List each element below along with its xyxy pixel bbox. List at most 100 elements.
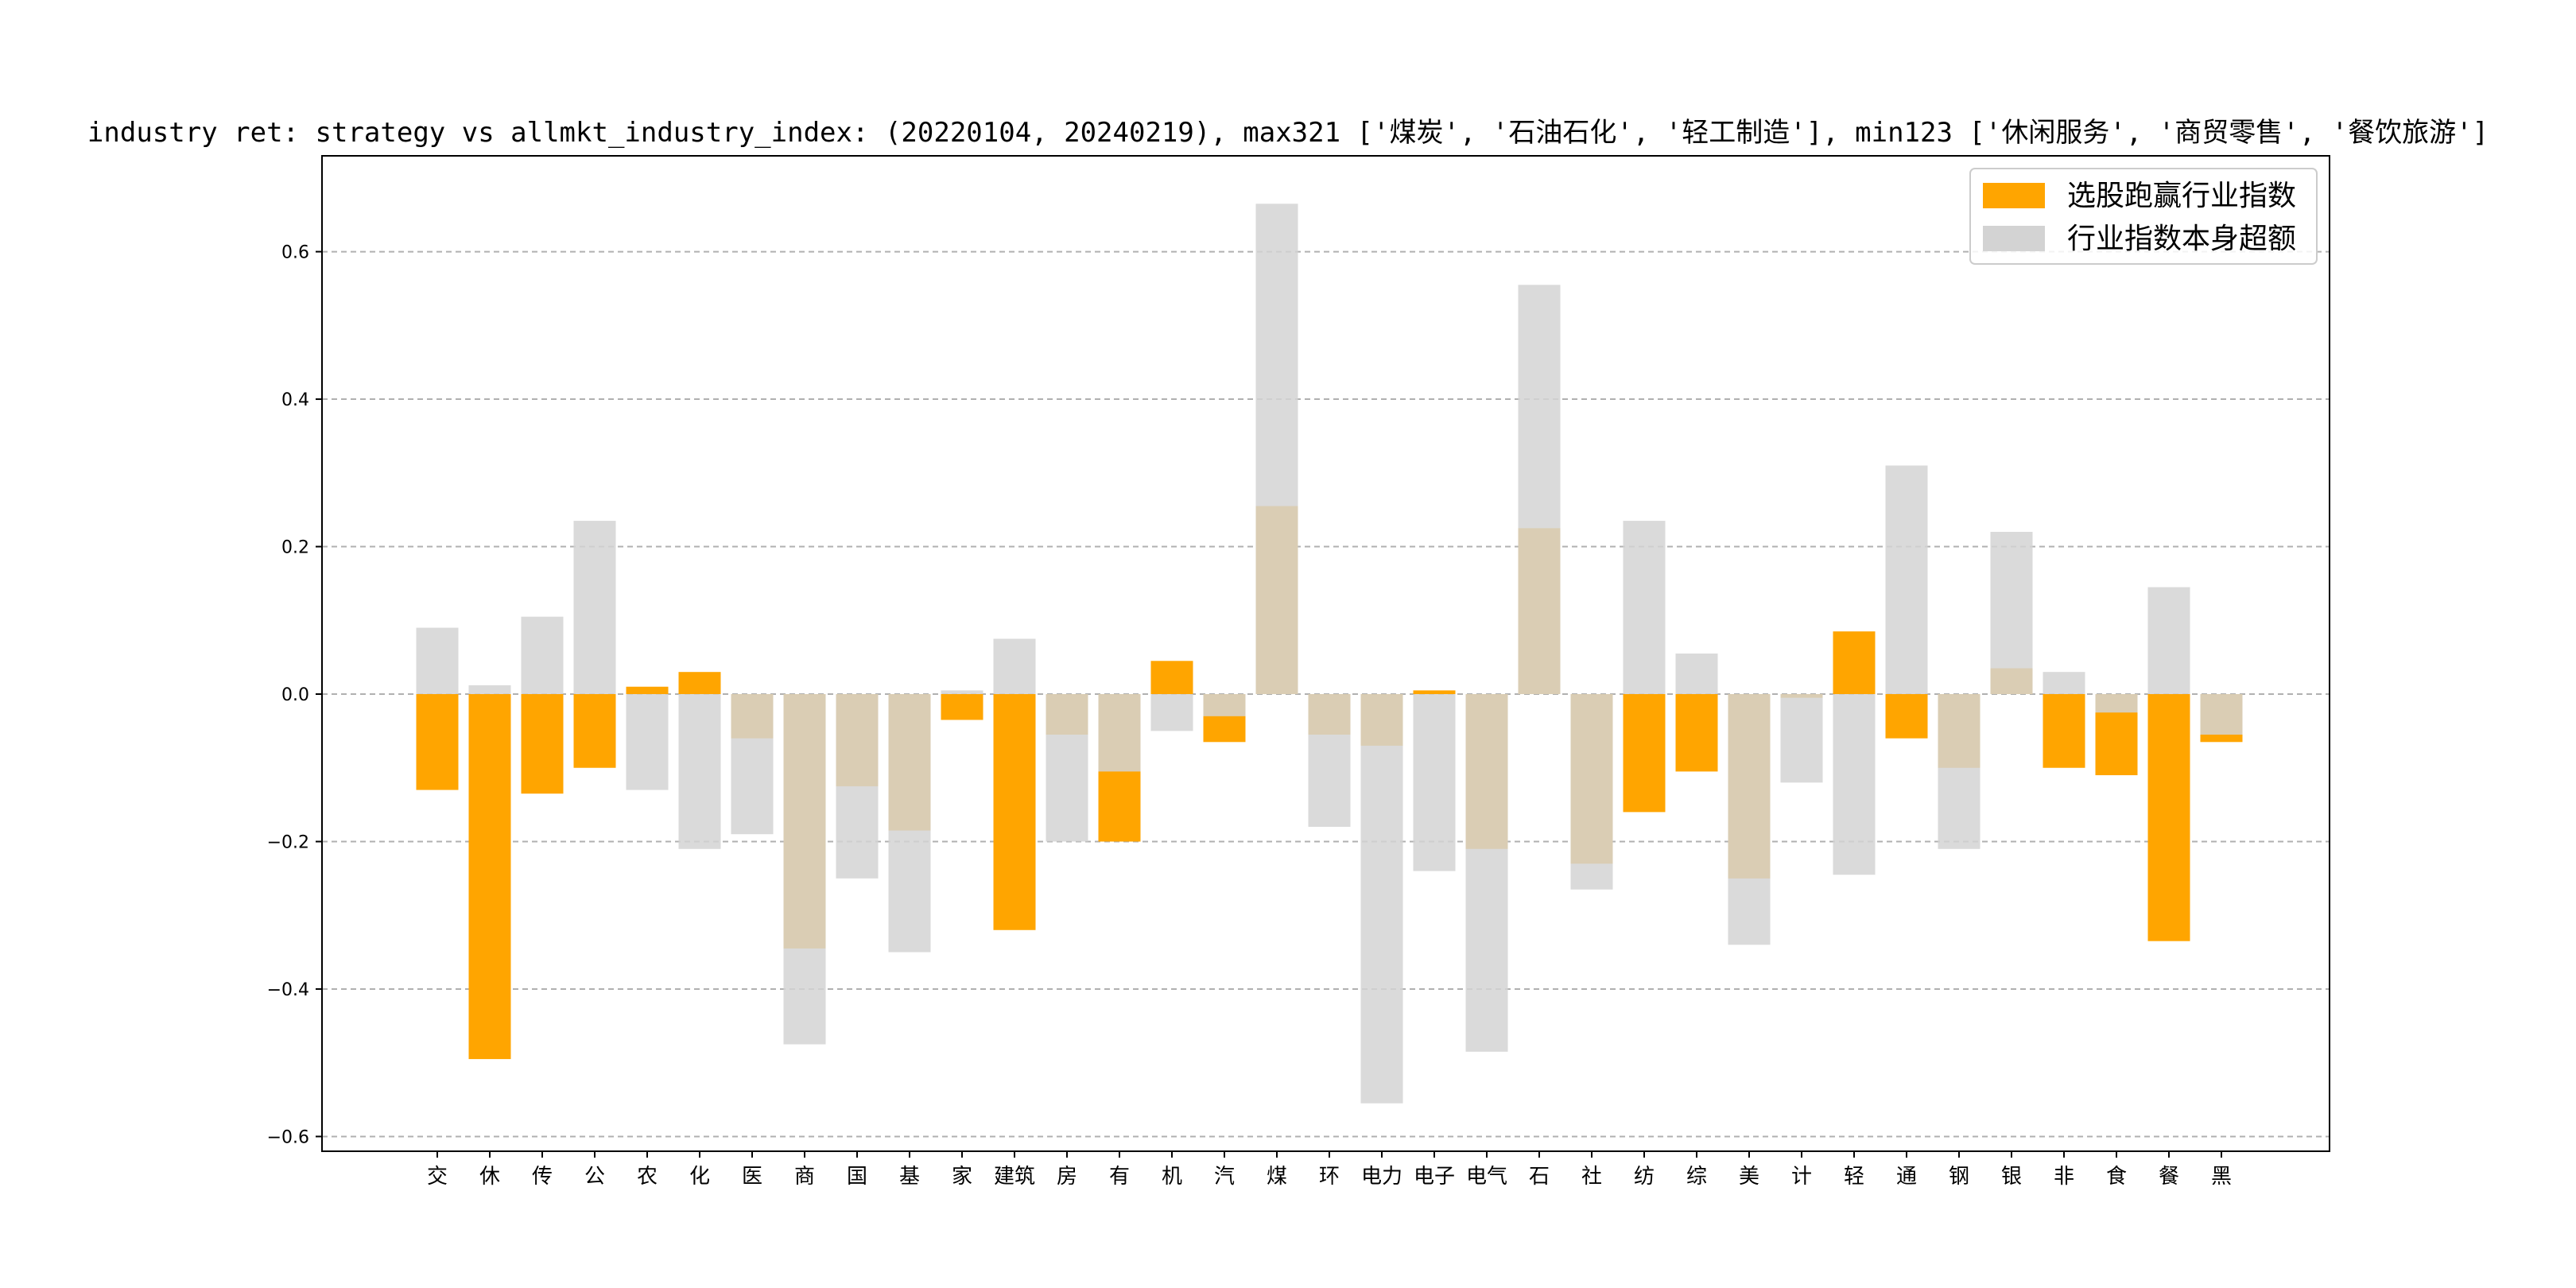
bar-excess — [836, 694, 879, 879]
bar-outperform — [1150, 661, 1193, 695]
plot-frame — [321, 155, 2330, 1152]
bar-excess — [1255, 204, 1298, 695]
x-tick-label: 家 — [952, 1165, 972, 1189]
x-tick-label: 非 — [2054, 1165, 2074, 1189]
x-tick-label: 汽 — [1214, 1165, 1235, 1189]
bar-outperform — [1833, 631, 1876, 695]
x-tick-label: 医 — [742, 1165, 762, 1189]
bar-excess — [626, 694, 669, 790]
bar-excess — [1623, 521, 1666, 695]
x-tick-label: 建筑 — [994, 1165, 1035, 1189]
x-tick-label: 有 — [1109, 1165, 1130, 1189]
bar-excess — [1046, 694, 1088, 842]
bar-excess — [1570, 694, 1613, 890]
bar-outperform — [626, 686, 669, 695]
bar-outperform — [678, 672, 721, 695]
x-tick-label: 餐 — [2159, 1165, 2179, 1189]
y-tick-label: 0.2 — [281, 538, 309, 558]
bar-excess — [731, 694, 774, 835]
bar-excess — [1885, 465, 1928, 695]
legend-label-outperform: 选股跑赢行业指数 — [2067, 180, 2296, 212]
bar-excess — [416, 627, 459, 695]
bar-excess — [678, 694, 721, 849]
bar-excess — [1360, 694, 1403, 1104]
bar-excess — [888, 694, 931, 952]
x-tick-label: 社 — [1581, 1165, 1602, 1189]
bar-excess — [1308, 694, 1351, 827]
bar-excess — [993, 638, 1036, 695]
series-excess-bars — [416, 204, 2243, 1104]
y-tick-label: 0.0 — [281, 685, 309, 705]
bar-outperform — [2147, 694, 2190, 941]
legend-swatch-excess — [1983, 226, 2045, 251]
bar-outperform — [573, 694, 616, 768]
bar-outperform — [993, 694, 1036, 930]
axis-ticks: 0.6 0.4 0.2 0.0 −0.2 −0.4 −0.6 交 休 传 公 农 化 医 商 国 基 家建筑房 有 机… — [267, 243, 2232, 1189]
bar-excess — [1780, 694, 1823, 783]
chart-title: industry ret: strategy vs allmkt_industr… — [87, 117, 2489, 149]
legend-box — [1969, 168, 2318, 265]
x-tick-label: 银 — [2001, 1165, 2022, 1189]
y-tick-label: −0.6 — [267, 1127, 309, 1147]
legend-swatch-outperform — [1983, 183, 2045, 208]
y-tick-label: −0.4 — [267, 980, 309, 1000]
bar-outperform — [521, 694, 564, 794]
x-tick-label: 传 — [532, 1165, 553, 1189]
x-tick-label: 农 — [637, 1165, 658, 1189]
x-tick-label: 通 — [1896, 1165, 1917, 1189]
x-tick-label: 钢 — [1949, 1165, 1969, 1189]
bar-excess — [941, 690, 983, 695]
bar-excess — [1833, 694, 1876, 875]
bar-outperform — [416, 694, 459, 790]
x-tick-label: 轻 — [1844, 1165, 1864, 1189]
x-tick-label: 房 — [1057, 1165, 1077, 1189]
x-tick-label: 纺 — [1634, 1165, 1655, 1189]
x-tick-label: 美 — [1739, 1165, 1759, 1189]
bar-outperform — [468, 694, 511, 1060]
bar-outperform — [1623, 694, 1666, 813]
bar-excess — [1518, 285, 1561, 695]
bar-outperform — [1413, 690, 1456, 695]
bar-excess — [1098, 694, 1141, 772]
x-tick-label: 综 — [1686, 1165, 1707, 1189]
bar-excess — [1675, 654, 1718, 695]
x-tick-label: 计 — [1791, 1165, 1812, 1189]
x-tick-label: 基 — [899, 1165, 920, 1189]
bar-outperform — [2043, 694, 2085, 768]
legend-label-excess: 行业指数本身超额 — [2067, 223, 2296, 255]
bar-excess — [1413, 694, 1456, 871]
bar-excess — [521, 616, 564, 695]
bar-outperform — [941, 694, 983, 720]
bar-outperform — [1885, 694, 1928, 739]
bar-excess — [1938, 694, 1980, 849]
x-tick-label: 国 — [847, 1165, 867, 1189]
bar-excess — [2095, 694, 2138, 713]
bar-excess — [1150, 694, 1193, 731]
x-tick-label: 电力 — [1361, 1165, 1402, 1189]
bar-excess — [1990, 531, 2033, 695]
x-tick-label: 食 — [2106, 1165, 2127, 1189]
bar-excess — [783, 694, 826, 1045]
x-tick-label: 电子 — [1414, 1165, 1455, 1189]
x-tick-label: 化 — [689, 1165, 710, 1189]
x-tick-label: 黑 — [2211, 1165, 2232, 1189]
x-tick-label: 交 — [427, 1165, 448, 1189]
y-tick-label: −0.2 — [267, 832, 309, 852]
x-tick-label: 机 — [1162, 1165, 1182, 1189]
x-tick-label: 公 — [584, 1165, 605, 1189]
x-tick-label: 商 — [794, 1165, 815, 1189]
bar-excess — [573, 521, 616, 695]
x-tick-label: 石 — [1529, 1165, 1550, 1189]
bar-excess — [1728, 694, 1771, 945]
bar-outperform — [1675, 694, 1718, 772]
x-tick-label: 煤 — [1267, 1165, 1287, 1189]
y-tick-label: 0.6 — [281, 243, 309, 263]
x-tick-label: 电气 — [1466, 1165, 1507, 1189]
bar-excess — [1203, 694, 1246, 716]
x-tick-label: 环 — [1319, 1165, 1340, 1189]
bar-excess — [2200, 694, 2243, 735]
bar-excess — [468, 685, 511, 695]
bar-excess — [2147, 587, 2190, 695]
legend: 选股跑赢行业指数 行业指数本身超额 — [1969, 168, 2318, 265]
